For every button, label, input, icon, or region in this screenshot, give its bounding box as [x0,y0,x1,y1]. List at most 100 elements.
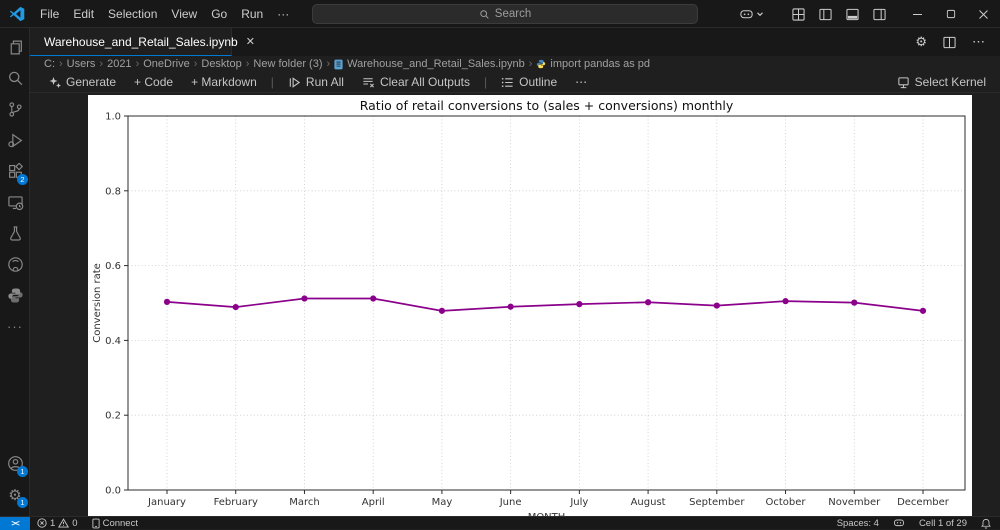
toolbar-more-icon[interactable]: ⋯ [575,75,588,89]
svg-text:April: April [362,497,385,508]
python-symbol-icon [537,59,546,69]
notebook-toolbar: Generate + Code + Markdown | Run All Cle… [30,72,1000,93]
device-icon [92,518,100,528]
menu-go[interactable]: Go [211,6,228,21]
copilot-status-icon[interactable] [886,517,912,530]
svg-text:Conversion rate: Conversion rate [92,263,103,343]
error-icon [37,518,47,528]
connect-button[interactable]: Connect [85,517,145,530]
customize-layout-icon[interactable] [785,7,812,21]
svg-text:June: June [499,497,522,508]
explorer-icon[interactable] [0,32,30,63]
search-input[interactable]: Search [312,4,698,24]
breadcrumb-users[interactable]: Users [66,58,96,70]
menu-selection[interactable]: Selection [108,6,158,21]
svg-text:March: March [289,497,319,508]
breadcrumb-onedrive[interactable]: OneDrive [143,58,190,70]
notebook-cell-output-chart: 0.0 0.2 0.4 0.6 0.8 1.0 January February March Ap… [88,95,972,516]
tab-warehouse-notebook[interactable]: Warehouse_and_Retail_Sales.ipynb ✕ [30,28,255,56]
remote-indicator[interactable]: >< [0,516,30,530]
svg-text:August: August [631,497,666,508]
activity-bar: 2 ··· 1 ⚙ 1 [0,28,30,516]
status-bar: >< 1 0 Connect Spaces: 4 Cell 1 of 29 [0,516,1000,530]
clear-outputs-icon [363,77,374,88]
search-placeholder: Search [494,8,532,20]
chevron-down-icon [757,12,763,17]
breadcrumb-new-folder[interactable]: New folder (3) [253,58,323,70]
tab-label: Warehouse_and_Retail_Sales.ipynb [44,34,238,49]
svg-text:February: February [214,497,258,508]
notebook-file-icon [334,59,343,69]
add-markdown-button[interactable]: + Markdown [191,75,257,89]
python-icon[interactable] [0,280,30,311]
github-icon[interactable] [0,249,30,280]
select-kernel-button[interactable]: Select Kernel [897,75,1000,89]
generate-button[interactable]: Generate [42,72,123,92]
svg-text:0.4: 0.4 [105,336,121,347]
toggle-panel-icon[interactable] [839,8,866,21]
menu-more-icon[interactable]: ··· [277,6,290,21]
activity-more-icon[interactable]: ··· [7,319,23,334]
svg-text:January: January [147,497,186,508]
menu-file[interactable]: File [40,6,60,21]
source-control-icon[interactable] [0,94,30,125]
svg-text:0.0: 0.0 [105,486,121,497]
toggle-secondary-sidebar-icon[interactable] [866,8,893,21]
clear-all-outputs-button[interactable]: Clear All Outputs [355,72,477,92]
tab-close-icon[interactable]: ✕ [245,36,255,48]
breadcrumb: C: › Users › 2021 › OneDrive › Desktop ›… [30,56,1000,72]
svg-text:September: September [689,497,745,508]
run-all-button[interactable]: Run All [281,72,351,92]
svg-text:October: October [766,497,807,508]
tab-bar: Warehouse_and_Retail_Sales.ipynb ✕ ⚙ ⋯ [30,28,1000,56]
menu-edit[interactable]: Edit [73,6,95,21]
kernel-icon [897,76,909,88]
breadcrumb-notebook-file[interactable]: Warehouse_and_Retail_Sales.ipynb [334,58,525,70]
svg-text:0.6: 0.6 [105,261,121,272]
svg-text:November: November [828,497,881,508]
extensions-icon[interactable]: 2 [0,156,30,187]
editor-settings-gear-icon[interactable]: ⚙ [915,34,927,49]
notifications-bell-icon[interactable] [974,517,1000,530]
svg-text:May: May [432,497,453,508]
search-view-icon[interactable] [0,63,30,94]
account-badge: 1 [17,466,28,477]
settings-badge: 1 [17,497,28,508]
title-bar: File Edit Selection View Go Run ··· ← → … [0,0,1000,28]
outline-icon [501,77,513,87]
sparkle-icon [49,77,61,88]
testing-icon[interactable] [0,218,30,249]
vscode-logo-icon [9,6,25,21]
breadcrumb-2021[interactable]: 2021 [107,58,132,70]
cell-indicator[interactable]: Cell 1 of 29 [918,517,967,529]
remote-explorer-icon[interactable] [0,187,30,218]
add-code-button[interactable]: + Code [134,75,174,89]
indentation-status[interactable]: Spaces: 4 [836,517,879,529]
svg-text:December: December [897,497,950,508]
run-debug-icon[interactable] [0,125,30,156]
svg-text:July: July [569,497,588,508]
extensions-badge: 2 [17,174,28,185]
breadcrumb-drive[interactable]: C: [44,58,55,70]
svg-text:0.2: 0.2 [105,411,121,422]
svg-text:0.8: 0.8 [105,186,121,197]
search-icon [480,9,489,19]
split-editor-icon[interactable] [936,36,963,49]
editor-more-actions-icon[interactable]: ⋯ [972,34,985,49]
maximize-button[interactable] [934,0,967,28]
toggle-sidebar-icon[interactable] [812,8,839,21]
breadcrumb-desktop[interactable]: Desktop [201,58,242,70]
menu-view[interactable]: View [171,6,198,21]
copilot-icon[interactable] [732,7,771,22]
problems-indicator[interactable]: 1 0 [30,517,85,530]
minimize-button[interactable] [901,0,934,28]
breadcrumb-cell-symbol[interactable]: import pandas as pd [536,58,650,70]
svg-text:1.0: 1.0 [105,112,121,123]
outline-button[interactable]: Outline [494,72,564,92]
notebook-editor: 0.0 0.2 0.4 0.6 0.8 1.0 January February March Ap… [30,94,1000,516]
close-window-button[interactable] [967,0,1000,28]
settings-gear-icon[interactable]: ⚙ 1 [0,479,30,510]
account-icon[interactable]: 1 [0,448,30,479]
svg-text:MONTH: MONTH [528,512,566,516]
menu-run[interactable]: Run [241,6,264,21]
